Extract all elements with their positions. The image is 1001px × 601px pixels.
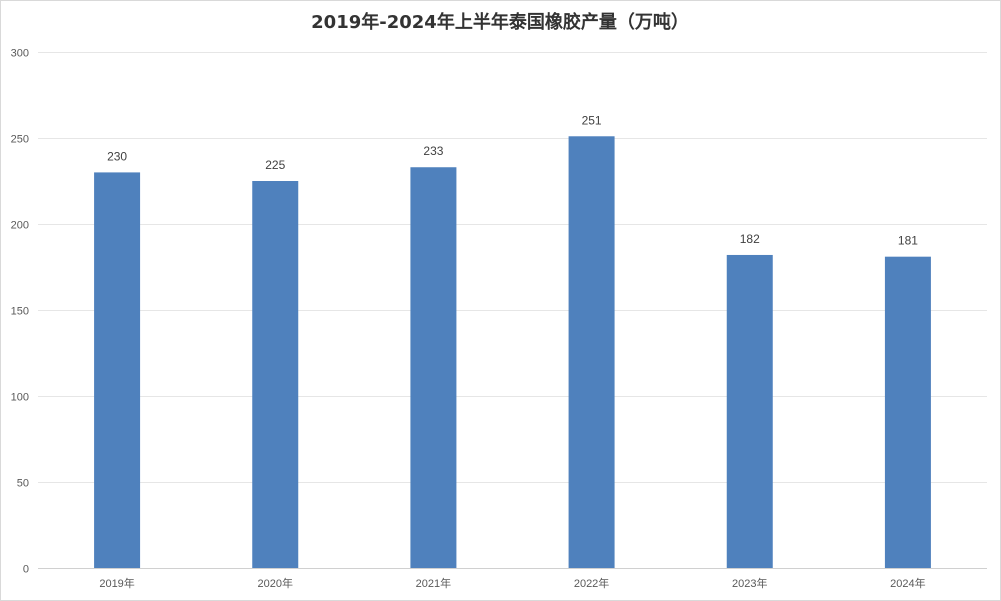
data-label: 225 [265,158,285,172]
x-tick-label: 2020年 [258,576,293,590]
data-label: 233 [423,144,443,158]
data-label: 182 [740,232,760,246]
bar [410,167,457,569]
x-tick-label: 2023年 [732,576,767,590]
bar [884,256,931,568]
y-axis-ticks: 0 50 100 150 200 250 300 [11,48,29,576]
data-labels: 230 225 233 251 182 181 [107,113,918,247]
y-tick-label: 0 [23,564,29,576]
y-tick-label: 300 [11,48,29,60]
data-label: 230 [107,149,127,163]
y-tick-label: 150 [11,306,29,318]
x-tick-label: 2019年 [99,576,134,590]
bar [726,254,773,568]
chart-title: 2019年-2024年上半年泰国橡胶产量（万吨） [311,11,689,33]
data-label: 251 [582,113,602,127]
y-tick-label: 250 [11,134,29,146]
x-tick-label: 2021年 [416,576,451,590]
bar [94,172,141,568]
y-tick-label: 100 [11,392,29,404]
x-tick-label: 2022年 [574,576,609,590]
bar [252,181,299,568]
bars [94,136,931,569]
y-tick-label: 50 [17,478,29,490]
gridlines [38,52,987,569]
x-axis-ticks: 2019年 2020年 2021年 2022年 2023年 2024年 [99,576,925,590]
y-tick-label: 200 [11,220,29,232]
data-label: 181 [898,234,918,248]
bar [568,136,615,568]
x-tick-label: 2024年 [890,576,925,590]
